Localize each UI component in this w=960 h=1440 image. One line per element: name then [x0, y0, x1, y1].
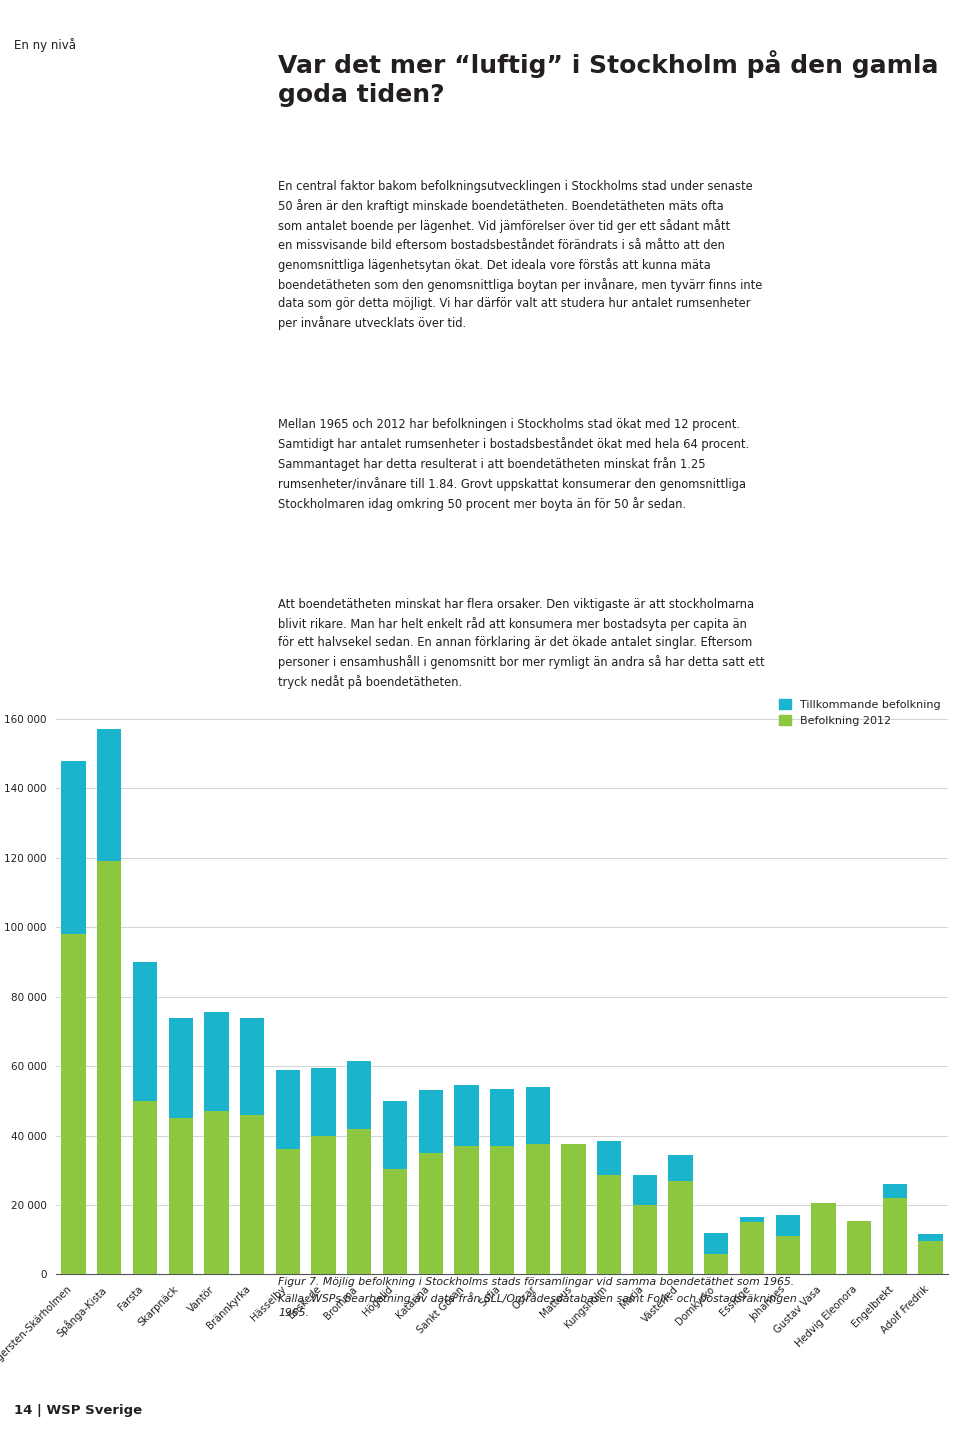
Bar	[311, 1136, 336, 1274]
Text: Var det mer “luftig” i Stockholm på den gamla
goda tiden?: Var det mer “luftig” i Stockholm på den …	[278, 50, 939, 107]
Bar	[454, 1086, 478, 1146]
Bar	[562, 1145, 586, 1274]
Bar	[740, 1223, 764, 1274]
Bar	[311, 1068, 336, 1136]
Bar	[61, 760, 85, 935]
Bar	[169, 1018, 193, 1119]
Bar	[847, 1221, 872, 1274]
Bar	[526, 1145, 550, 1274]
Bar	[97, 730, 121, 861]
Bar	[705, 1233, 729, 1254]
Bar	[776, 1236, 800, 1274]
Bar	[668, 1155, 693, 1181]
Bar	[383, 1168, 407, 1274]
Bar	[169, 1119, 193, 1274]
Bar	[348, 1129, 372, 1274]
Bar	[132, 962, 157, 1100]
Bar	[633, 1205, 657, 1274]
Bar	[883, 1184, 907, 1198]
Text: 14 | WSP Sverige: 14 | WSP Sverige	[14, 1404, 142, 1417]
Text: Mellan 1965 och 2012 har befolkningen i Stockholms stad ökat med 12 procent.
Sam: Mellan 1965 och 2012 har befolkningen i …	[278, 418, 750, 511]
Bar	[132, 1100, 157, 1274]
Bar	[240, 1018, 264, 1115]
Text: Ett intressant tankeexperiment är att studera hur många fler som idag hade
kunna: Ett intressant tankeexperiment är att st…	[278, 778, 767, 888]
Bar	[740, 1217, 764, 1223]
Bar	[204, 1112, 228, 1274]
Bar	[240, 1115, 264, 1274]
Bar	[526, 1087, 550, 1145]
Bar	[490, 1146, 515, 1274]
Bar	[348, 1061, 372, 1129]
Bar	[668, 1181, 693, 1274]
Bar	[97, 861, 121, 1274]
Bar	[811, 1204, 835, 1274]
Bar	[633, 1175, 657, 1205]
Bar	[597, 1140, 621, 1175]
Bar	[597, 1175, 621, 1274]
Bar	[419, 1090, 443, 1153]
Bar	[276, 1149, 300, 1274]
Bar	[883, 1198, 907, 1274]
Bar	[383, 1100, 407, 1168]
Bar	[919, 1241, 943, 1274]
Bar	[276, 1070, 300, 1149]
Bar	[419, 1153, 443, 1274]
Text: En central faktor bakom befolkningsutvecklingen i Stockholms stad under senaste
: En central faktor bakom befolkningsutvec…	[278, 180, 763, 330]
Bar	[454, 1146, 478, 1274]
Bar	[61, 935, 85, 1274]
Bar	[204, 1012, 228, 1112]
Text: Att boendetätheten minskat har flera orsaker. Den viktigaste är att stockholmarn: Att boendetätheten minskat har flera ors…	[278, 598, 765, 690]
Bar	[705, 1254, 729, 1274]
Legend: Tillkommande befolkning, Befolkning 2012: Tillkommande befolkning, Befolkning 2012	[775, 694, 946, 730]
Bar	[490, 1089, 515, 1146]
Text: Figur 7. Möjlig befolkning i Stockholms stads församlingar vid samma boendetäthe: Figur 7. Möjlig befolkning i Stockholms …	[278, 1277, 797, 1318]
Bar	[776, 1215, 800, 1236]
Bar	[919, 1234, 943, 1241]
Text: En ny nivå: En ny nivå	[14, 37, 77, 52]
